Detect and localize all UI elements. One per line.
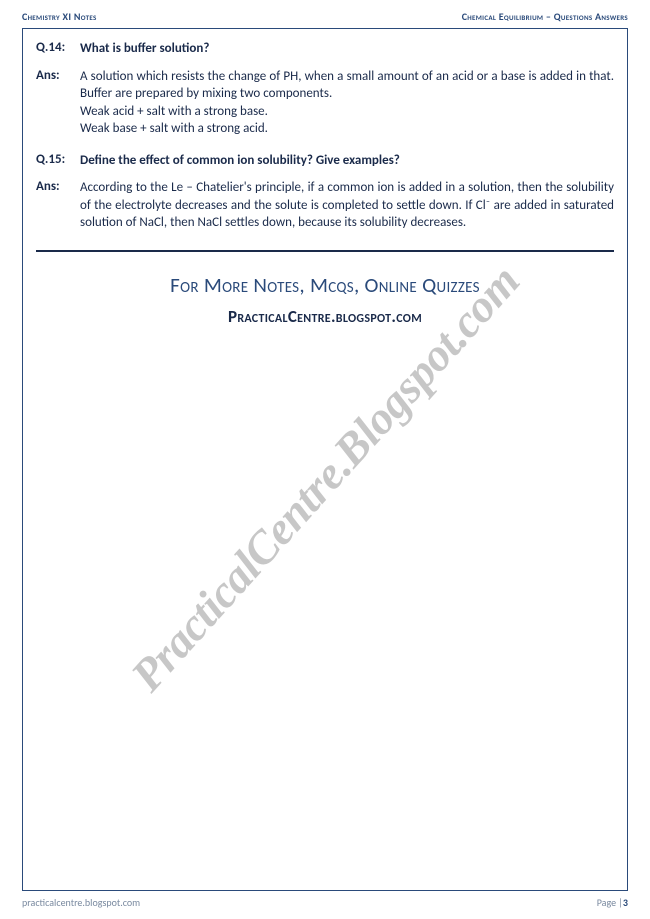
page-footer: practicalcentre.blogspot.com Page |3 bbox=[22, 896, 628, 909]
promo-line-1: For More Notes, Mcqs, Online Quizzes bbox=[36, 272, 614, 298]
answer-line: Weak base + salt with a strong acid. bbox=[80, 120, 614, 138]
qa-block: Q.14: What is buffer solution? Ans: A so… bbox=[36, 40, 614, 138]
page-number-value: 3 bbox=[623, 896, 628, 909]
footer-site[interactable]: practicalcentre.blogspot.com bbox=[22, 896, 140, 909]
page-label: Page | bbox=[597, 896, 623, 909]
promo-link[interactable]: PracticalCentre.blogspot.com bbox=[36, 306, 614, 327]
answer-line: According to the Le – Chatelier's princi… bbox=[80, 179, 614, 232]
answer-line: Weak acid + salt with a strong base. bbox=[80, 103, 614, 121]
answer-line: A solution which resists the change of P… bbox=[80, 68, 614, 103]
header-right: Chemical Equilibrium – Questions Answers bbox=[462, 10, 628, 23]
header-left: Chemistry XI Notes bbox=[22, 10, 97, 23]
answer-label: Ans: bbox=[36, 68, 72, 138]
divider bbox=[36, 250, 614, 252]
answer-label: Ans: bbox=[36, 179, 72, 232]
page-number: Page |3 bbox=[597, 896, 628, 909]
page-header: Chemistry XI Notes Chemical Equilibrium … bbox=[22, 10, 628, 23]
qa-block: Q.15: Define the effect of common ion so… bbox=[36, 152, 614, 232]
page: Chemistry XI Notes Chemical Equilibrium … bbox=[0, 0, 650, 919]
question-label: Q.14: bbox=[36, 40, 72, 58]
question-label: Q.15: bbox=[36, 152, 72, 170]
question-text: What is buffer solution? bbox=[80, 40, 614, 58]
promo-block: For More Notes, Mcqs, Online Quizzes Pra… bbox=[36, 272, 614, 327]
content-area: Q.14: What is buffer solution? Ans: A so… bbox=[36, 40, 614, 327]
answer-text: According to the Le – Chatelier's princi… bbox=[80, 179, 614, 232]
question-text: Define the effect of common ion solubili… bbox=[80, 152, 614, 170]
answer-text: A solution which resists the change of P… bbox=[80, 68, 614, 138]
